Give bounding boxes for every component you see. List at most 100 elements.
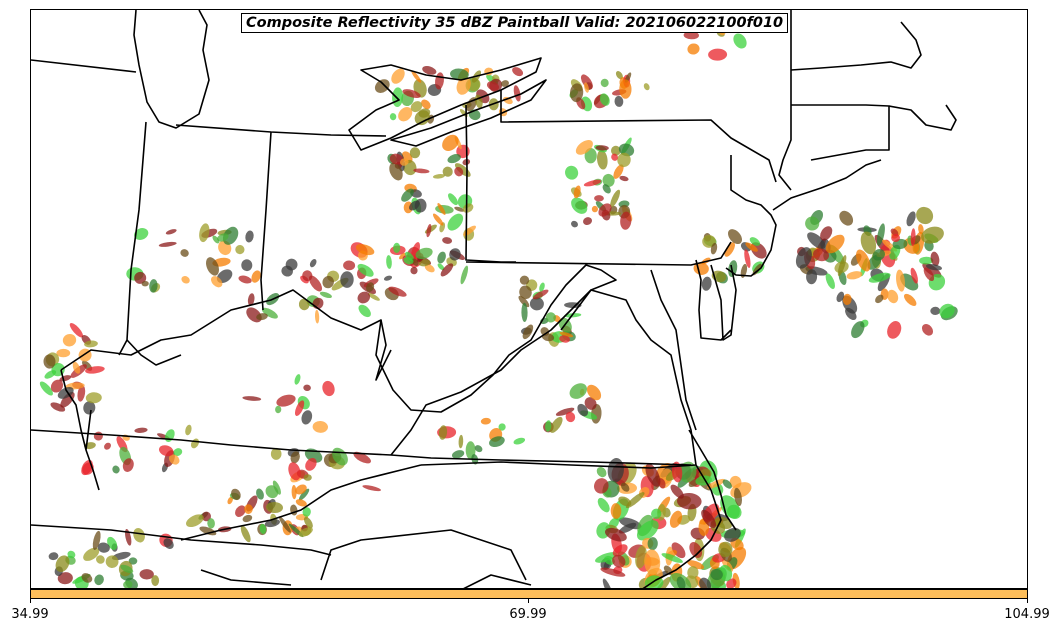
reflectivity-blob [186, 514, 204, 528]
reflectivity-blob [67, 550, 76, 559]
long-island [772, 159, 882, 211]
reflectivity-blob [611, 145, 621, 156]
reflectivity-blob [294, 374, 301, 385]
reflectivity-blob [303, 516, 313, 529]
reflectivity-blob [85, 392, 102, 404]
reflectivity-blob [312, 420, 328, 433]
reflectivity-blob [887, 321, 902, 339]
reflectivity-blob [244, 504, 253, 514]
virginia-nc-line [420, 461, 697, 469]
reflectivity-blob [724, 527, 741, 542]
reflectivity-blob [411, 242, 420, 261]
reflectivity-blob [584, 397, 597, 410]
reflectivity-blob [939, 303, 955, 319]
reflectivity-blob [266, 501, 283, 514]
pennsylvania-south-border [465, 241, 732, 266]
reflectivity-blob [278, 516, 291, 533]
reflectivity-blob [222, 226, 239, 245]
reflectivity-blob [391, 68, 405, 84]
colorbar-label-mid: 69.99 [509, 607, 547, 622]
reflectivity-blob [599, 93, 610, 106]
reflectivity-blob [636, 520, 659, 541]
reflectivity-blob [842, 293, 852, 305]
reflectivity-blob [586, 384, 602, 401]
reflectivity-blob [442, 237, 453, 244]
reflectivity-blob [820, 226, 833, 241]
reflectivity-blob [876, 223, 885, 246]
reflectivity-blob [695, 475, 712, 486]
reflectivity-blob [930, 306, 941, 316]
reflectivity-blob [910, 228, 916, 247]
virginia-border [390, 289, 697, 466]
reflectivity-blob [613, 164, 624, 179]
reflectivity-blob [72, 361, 81, 374]
reflectivity-blob [62, 333, 77, 347]
reflectivity-blob [612, 554, 626, 568]
reflectivity-blob [519, 275, 530, 285]
reflectivity-blob [432, 173, 446, 179]
reflectivity-blob [447, 154, 461, 164]
reflectivity-blob [611, 153, 618, 161]
reflectivity-blob [60, 391, 75, 408]
reflectivity-blob [467, 77, 481, 92]
reflectivity-blob [670, 484, 684, 499]
reflectivity-blob [655, 576, 671, 588]
reflectivity-blob [272, 480, 281, 495]
map-panel [30, 9, 1028, 589]
reflectivity-blob [165, 229, 177, 235]
reflectivity-blob [728, 260, 738, 278]
reflectivity-blob [513, 437, 526, 445]
reflectivity-blob [559, 331, 574, 338]
reflectivity-blob [261, 307, 278, 319]
reflectivity-blob [303, 384, 311, 392]
reflectivity-blob [81, 573, 93, 583]
delmarva [695, 259, 732, 341]
reflectivity-blob [498, 423, 506, 431]
reflectivity-blob [97, 542, 110, 553]
reflectivity-blob [708, 48, 728, 61]
reflectivity-blob [141, 280, 149, 287]
reflectivity-blob [383, 275, 393, 281]
reflectivity-blob [403, 257, 414, 265]
reflectivity-blob [597, 497, 610, 513]
reflectivity-blob [437, 251, 446, 264]
reflectivity-blob [619, 79, 632, 99]
reflectivity-blob [120, 564, 134, 574]
reflectivity-blob [207, 518, 215, 529]
reflectivity-blob [421, 99, 431, 110]
reflectivity-blob [596, 149, 608, 170]
new-england-border [791, 104, 890, 161]
reflectivity-blob [303, 474, 312, 481]
reflectivity-blob [158, 241, 177, 247]
reflectivity-blob [701, 276, 712, 291]
reflectivity-blob [734, 487, 742, 506]
reflectivity-blob [57, 572, 73, 585]
reflectivity-blob [308, 275, 323, 292]
reflectivity-blob [276, 394, 296, 407]
reflectivity-blob [374, 79, 390, 93]
reflectivity-blob [582, 217, 593, 226]
reflectivity-blob [275, 405, 282, 414]
reflectivity-blob [573, 185, 581, 199]
reflectivity-blob [860, 231, 877, 255]
map-title: Composite Reflectivity 35 dBZ Paintball … [241, 13, 789, 33]
reflectivity-blob [242, 514, 253, 523]
reflectivity-blob [50, 379, 64, 393]
reflectivity-blob [724, 242, 735, 257]
reflectivity-blob [190, 438, 200, 449]
reflectivity-blob [555, 407, 575, 416]
reflectivity-blob [845, 307, 857, 321]
reflectivity-blob [699, 577, 712, 588]
reflectivity-blob [449, 248, 461, 261]
reflectivity-blob [701, 509, 717, 529]
reflectivity-blob [740, 263, 748, 278]
reflectivity-blob [906, 211, 916, 227]
reflectivity-blob [288, 462, 301, 481]
reflectivity-blob [598, 203, 612, 217]
reflectivity-blob [389, 153, 404, 165]
west-virginia-outline [375, 264, 617, 413]
reflectivity-blob [134, 228, 149, 240]
reflectivity-blob [678, 461, 697, 483]
reflectivity-blob [891, 233, 900, 243]
reflectivity-blob [676, 576, 686, 588]
